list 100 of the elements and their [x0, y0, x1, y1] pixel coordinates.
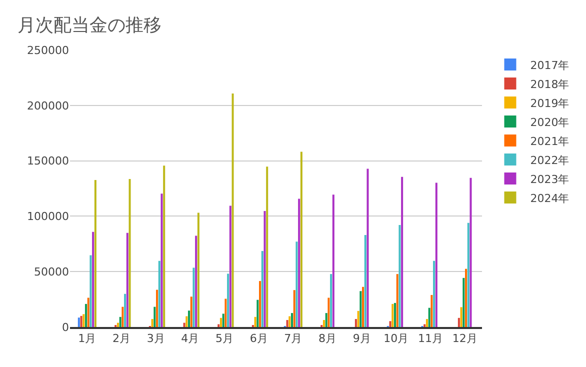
- bar: [290, 313, 293, 327]
- bar: [426, 319, 428, 327]
- bar: [92, 232, 94, 327]
- bar: [293, 290, 296, 327]
- bar: [218, 324, 220, 327]
- legend-label: 2018年: [530, 78, 570, 91]
- bar: [259, 281, 262, 327]
- bar: [84, 304, 87, 327]
- bar: [224, 298, 227, 327]
- bar: [256, 300, 259, 327]
- bar: [398, 224, 401, 327]
- bar: [82, 314, 85, 327]
- x-tick-label: 12月: [452, 332, 478, 346]
- legend-label: 2021年: [530, 134, 570, 148]
- bar: [433, 260, 436, 327]
- bar: [430, 294, 433, 327]
- x-tick-label: 11月: [418, 332, 443, 346]
- bar: [354, 319, 357, 327]
- x-tick-label: 10月: [384, 332, 409, 346]
- chart-title: 月次配当金の推移: [18, 14, 162, 36]
- bar: [183, 322, 186, 327]
- bar: [357, 310, 360, 327]
- bar: [332, 194, 334, 327]
- bar: [396, 274, 398, 327]
- bar: [428, 308, 430, 327]
- bar: [470, 178, 472, 327]
- y-tick-label: 0: [62, 320, 69, 334]
- x-tick-label: 4月: [181, 332, 200, 346]
- bar: [116, 322, 119, 327]
- bar: [467, 222, 470, 327]
- bar: [80, 316, 82, 327]
- bar: [190, 296, 192, 327]
- bar: [401, 176, 404, 327]
- bar: [254, 316, 256, 327]
- bar: [229, 206, 232, 327]
- bar: [186, 316, 188, 327]
- x-tick-label: 9月: [352, 332, 371, 346]
- bar: [261, 250, 264, 327]
- bar: [151, 319, 154, 327]
- bar: [119, 316, 122, 327]
- y-tick-label: 100000: [27, 210, 69, 224]
- bar: [156, 290, 158, 327]
- x-tick-label: 7月: [284, 332, 302, 346]
- legend-label: 2022年: [530, 154, 570, 167]
- bar: [364, 235, 366, 327]
- bar: [458, 318, 460, 327]
- y-tick-label: 150000: [27, 154, 69, 168]
- y-tick-label: 250000: [27, 44, 69, 57]
- bar: [90, 255, 92, 327]
- bar: [322, 320, 325, 327]
- x-tick-label: 8月: [318, 332, 336, 346]
- bar: [362, 286, 364, 327]
- y-tick-label: 200000: [27, 99, 69, 112]
- bar: [154, 306, 156, 327]
- x-tick-label: 3月: [146, 332, 165, 346]
- bar: [87, 298, 90, 327]
- bar: [122, 306, 124, 327]
- bar: [222, 314, 224, 327]
- bar: [232, 94, 234, 327]
- bar: [300, 152, 302, 327]
- bar: [163, 166, 166, 327]
- bar: [288, 316, 291, 327]
- bar: [435, 182, 438, 327]
- x-tick-label: 6月: [250, 332, 268, 346]
- bar: [192, 268, 195, 327]
- legend-label: 2017年: [530, 58, 570, 72]
- bar: [360, 291, 362, 327]
- bar: [124, 294, 126, 327]
- bar: [328, 298, 330, 327]
- bar: [128, 178, 131, 327]
- bar: [188, 310, 190, 327]
- bar: [197, 212, 200, 327]
- x-tick-label: 2月: [112, 332, 130, 346]
- x-tick-label: 5月: [216, 332, 234, 346]
- legend-label: 2023年: [530, 172, 570, 186]
- bar: [462, 278, 465, 327]
- bar: [366, 168, 369, 327]
- legend-label: 2020年: [530, 116, 570, 129]
- bar: [94, 180, 96, 327]
- bar: [266, 166, 268, 327]
- bar: [298, 198, 300, 327]
- bar: [158, 260, 160, 327]
- bar: [325, 313, 328, 327]
- legend-label: 2019年: [530, 96, 570, 110]
- bar: [424, 324, 426, 327]
- bar: [465, 268, 468, 327]
- bar: [460, 307, 462, 327]
- bar: [126, 232, 128, 327]
- y-tick-label: 50000: [34, 265, 69, 278]
- bar: [296, 242, 298, 327]
- bar: [389, 321, 392, 327]
- bar: [160, 194, 163, 327]
- bar: [195, 236, 198, 327]
- bar: [286, 320, 288, 327]
- x-tick-label: 1月: [78, 332, 96, 346]
- bar: [330, 274, 332, 327]
- bar: [220, 318, 222, 327]
- legend-label: 2024年: [530, 192, 570, 205]
- bar: [227, 274, 230, 327]
- bar: [264, 210, 266, 327]
